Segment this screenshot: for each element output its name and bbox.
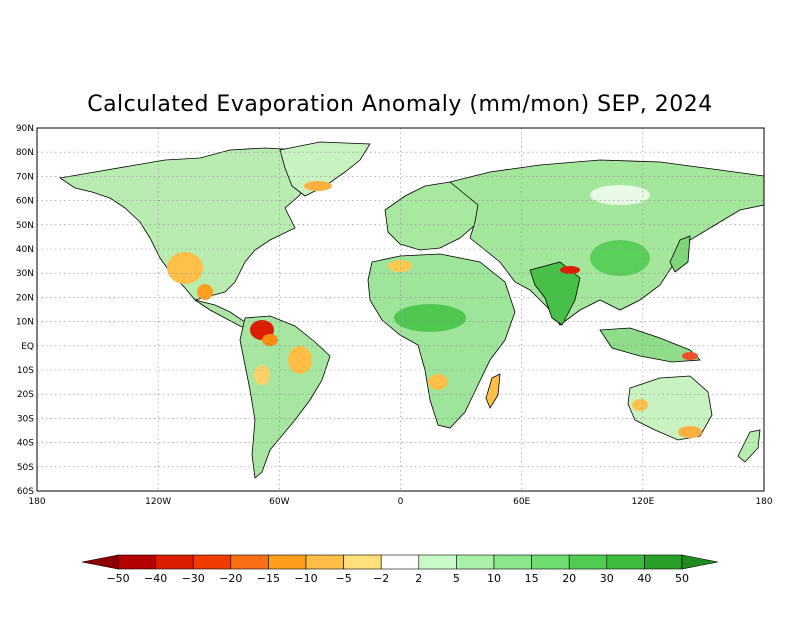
colorbar-label: 15 [525,572,539,585]
tibet-dry-patch [560,266,580,274]
lat-tick-label: 20S [17,390,34,400]
lon-tick-label: 180 [28,497,45,507]
colorbar-swatch [117,554,156,570]
lat-tick-label: 40N [16,245,34,255]
map-area [36,127,765,492]
colorbar-swatch [606,554,645,570]
colorbar-label: −50 [106,572,129,585]
lat-tick-label: 60N [16,197,34,207]
colorbar-label: −30 [182,572,205,585]
brazil-dry-patch [288,346,312,374]
map-title: Calculated Evaporation Anomaly (mm/mon) … [87,92,713,117]
colorbar-label: 20 [562,572,576,585]
new-zealand-landmass [737,429,761,463]
us-southwest-dry-patch [167,252,203,284]
lat-tick-label: 10S [17,366,34,376]
colorbar-swatch [268,554,307,570]
china-wet-patch [590,240,650,276]
indonesia-landmass [599,327,701,363]
map-gridlines [37,128,764,491]
latitude-labels: 90N 80N 70N 60N 50N 40N 30N 20N 10N EQ 10S 20S 30S 40… [16,124,34,497]
colorbar-swatch [644,554,683,570]
colorbar-label: 50 [675,572,689,585]
lon-tick-label: 180 [755,497,772,507]
colorbar-left-arrow [81,554,119,570]
lon-tick-label: 0 [398,497,404,507]
colorbar-label: −15 [257,572,280,585]
anomaly-patches [167,181,702,438]
lat-tick-label: 60S [17,487,34,497]
lat-tick-label: 20N [16,293,34,303]
colorbar-swatch [418,554,457,570]
colorbar-swatch [531,554,570,570]
colorbar-swatch [155,554,194,570]
lat-tick-label: 10N [16,318,34,328]
colorbar-label: 40 [637,572,651,585]
colorbar-swatch [568,554,608,570]
lon-tick-label: 60W [269,497,289,507]
lat-tick-label: 30S [17,414,34,424]
lat-tick-label: 40S [17,439,34,449]
lat-tick-label: 30N [16,269,34,279]
colorbar-right-arrow [681,554,719,570]
lat-tick-label: 90N [16,124,34,134]
greenland-landmass [279,141,371,197]
colorbar-swatch [305,554,344,570]
colombia-dry-patch [262,334,278,346]
colorbar-swatch [380,554,420,570]
colorbar-swatch [343,554,382,570]
japan-landmass [669,235,691,273]
colorbar-label: 2 [415,572,422,585]
lon-tick-label: 120E [631,497,654,507]
map-frame [36,127,765,492]
colorbar-label: −20 [219,572,242,585]
lat-tick-label: 50S [17,463,34,473]
north-america-landmass [58,147,321,301]
new-guinea-dry-patch [682,352,698,360]
lat-tick-label: 50N [16,221,34,231]
longitude-labels: 180 120W 60W 0 60E 120E 180 [28,497,772,507]
colorbar-label: 10 [487,572,501,585]
lat-tick-label: 70N [16,172,34,182]
colorbar: −50 −40 −30 −20 −15 −10 −5 −2 2 5 10 15 20 30 40 50 [81,554,719,585]
colorbar-swatch [493,554,532,570]
colorbar-label: −2 [373,572,389,585]
sahara-dry-patch [388,260,412,272]
colorbar-label: 5 [453,572,460,585]
andes-dry-patch [254,365,270,385]
colorbar-swatch [230,554,269,570]
australia-west-dry-patch [632,399,648,411]
lon-tick-label: 120W [145,497,171,507]
lat-tick-label: EQ [21,342,34,352]
australia-landmass [627,375,713,441]
colorbar-label: −40 [144,572,167,585]
colorbar-label: −10 [294,572,317,585]
colorbar-swatch [192,554,232,570]
lat-tick-label: 80N [16,148,34,158]
madagascar-landmass [485,373,501,409]
lon-tick-label: 60E [513,497,530,507]
australia-se-dry-patch [678,426,702,438]
colorbar-label: −5 [335,572,351,585]
colorbar-swatch [456,554,495,570]
sahel-wet-patch [394,304,466,332]
colorbar-label: 30 [600,572,614,585]
siberia-white-patch [590,185,650,205]
southern-africa-dry-patch [428,374,448,390]
mexico-dry-patch [197,284,213,300]
greenland-dry-patch [304,181,332,191]
